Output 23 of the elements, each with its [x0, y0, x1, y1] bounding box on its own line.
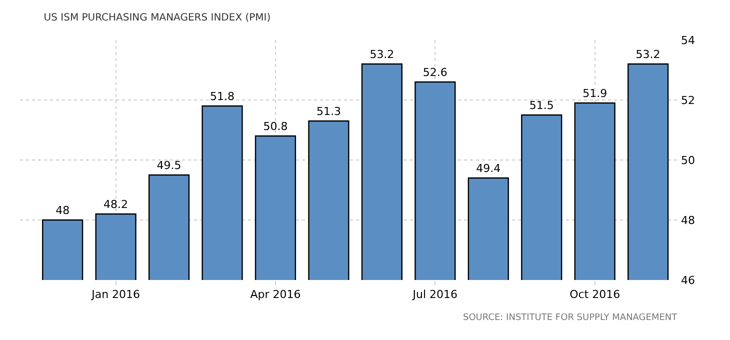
y-tick-label: 54: [681, 34, 695, 47]
data-label: 51.5: [529, 99, 554, 112]
chart-title: US ISM PURCHASING MANAGERS INDEX (PMI): [44, 12, 271, 24]
data-label: 48.2: [104, 198, 128, 211]
y-tick-label: 50: [681, 154, 695, 167]
x-tick-label: Apr 2016: [250, 288, 301, 302]
data-label: 51.8: [210, 90, 235, 103]
data-label: 51.9: [582, 87, 608, 100]
x-tick-label: Jul 2016: [412, 288, 458, 302]
data-label: 53.2: [370, 48, 394, 61]
data-label: 50.8: [263, 120, 288, 133]
data-label: 52.6: [422, 66, 448, 79]
source-note: SOURCE: INSTITUTE FOR SUPPLY MANAGEMENT: [463, 313, 678, 323]
y-tick-label: 46: [681, 274, 695, 287]
data-label: 53.2: [636, 48, 660, 61]
y-tick-label: 48: [681, 214, 695, 227]
x-tick-label: Jan 2016: [90, 288, 140, 302]
data-label: 49.5: [156, 159, 182, 172]
data-label: 48: [56, 204, 70, 217]
x-tick-label: Oct 2016: [570, 288, 620, 302]
data-label: 49.4: [476, 162, 501, 175]
y-tick-label: 52: [681, 94, 695, 107]
data-label: 51.3: [316, 105, 341, 118]
